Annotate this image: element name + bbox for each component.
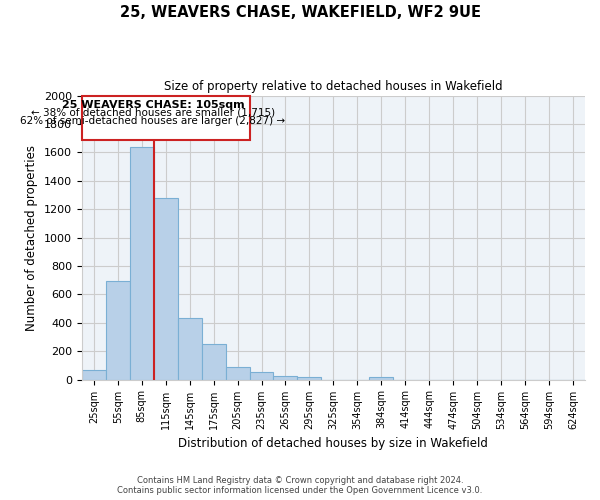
Bar (226, 367, 250, 380)
Bar (106, 281, 130, 380)
Text: 62% of semi-detached houses are larger (2,827) →: 62% of semi-detached houses are larger (… (20, 116, 286, 126)
Bar (178, 318, 202, 380)
Text: 25 WEAVERS CHASE: 105sqm: 25 WEAVERS CHASE: 105sqm (62, 100, 244, 110)
Bar (154, 198, 178, 380)
Text: 25, WEAVERS CHASE, WAKEFIELD, WF2 9UE: 25, WEAVERS CHASE, WAKEFIELD, WF2 9UE (119, 5, 481, 20)
Text: ← 38% of detached houses are smaller (1,715): ← 38% of detached houses are smaller (1,… (31, 108, 275, 118)
Bar (202, 344, 226, 380)
Bar (250, 372, 274, 380)
Bar (274, 376, 298, 380)
Bar (370, 378, 394, 380)
Text: Contains HM Land Registry data © Crown copyright and database right 2024.
Contai: Contains HM Land Registry data © Crown c… (118, 476, 482, 495)
X-axis label: Distribution of detached houses by size in Wakefield: Distribution of detached houses by size … (178, 437, 488, 450)
Bar (130, 148, 154, 380)
Bar (298, 376, 322, 380)
FancyBboxPatch shape (82, 96, 250, 140)
Title: Size of property relative to detached houses in Wakefield: Size of property relative to detached ho… (164, 80, 503, 93)
Y-axis label: Number of detached properties: Number of detached properties (25, 144, 38, 330)
Bar (82, 370, 106, 380)
